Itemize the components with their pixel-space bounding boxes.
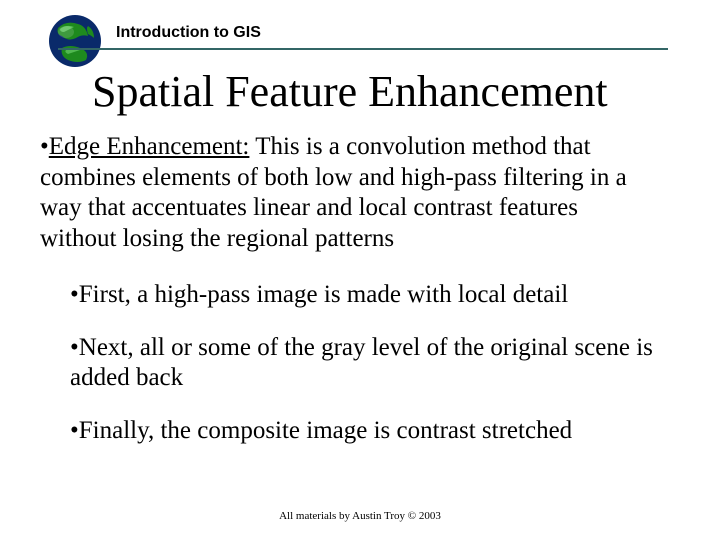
- list-item-text: First, a high-pass image is made with lo…: [79, 281, 568, 308]
- list-item-text: Next, all or some of the gray level of t…: [70, 334, 653, 392]
- list-item: •First, a high-pass image is made with l…: [70, 280, 690, 311]
- lead-term: Edge Enhancement:: [49, 133, 250, 160]
- globe-icon: [48, 14, 102, 68]
- bullet-glyph: •: [70, 417, 79, 444]
- header-rule: [58, 48, 668, 50]
- course-title: Introduction to GIS: [116, 24, 261, 42]
- bullet-glyph: •: [40, 133, 49, 160]
- footer-text: All materials by Austin Troy © 2003: [0, 510, 720, 522]
- page-title: Spatial Feature Enhancement: [92, 66, 608, 117]
- list-item: •Finally, the composite image is contras…: [70, 416, 690, 447]
- list-item: •Next, all or some of the gray level of …: [70, 333, 690, 394]
- body-paragraph: •Edge Enhancement: This is a convolution…: [40, 132, 660, 254]
- slide: Introduction to GIS Spatial Feature Enha…: [0, 0, 720, 540]
- bullet-glyph: •: [70, 281, 79, 308]
- list-item-text: Finally, the composite image is contrast…: [79, 417, 572, 444]
- sub-bullet-list: •First, a high-pass image is made with l…: [70, 280, 690, 468]
- bullet-glyph: •: [70, 334, 79, 361]
